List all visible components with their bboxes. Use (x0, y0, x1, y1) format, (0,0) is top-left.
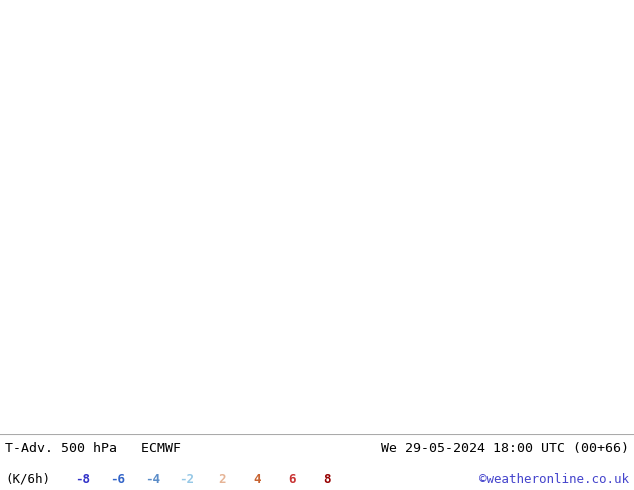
Text: 6: 6 (288, 472, 295, 486)
Text: -4: -4 (145, 472, 160, 486)
Text: 2: 2 (218, 472, 226, 486)
Text: ©weatheronline.co.uk: ©weatheronline.co.uk (479, 472, 629, 486)
Text: -8: -8 (75, 472, 90, 486)
Text: -2: -2 (179, 472, 195, 486)
Text: We 29-05-2024 18:00 UTC (00+66): We 29-05-2024 18:00 UTC (00+66) (381, 442, 629, 455)
Text: -6: -6 (110, 472, 125, 486)
Text: (K/6h): (K/6h) (5, 472, 50, 486)
Text: 8: 8 (323, 472, 330, 486)
Text: T-Adv. 500 hPa   ECMWF: T-Adv. 500 hPa ECMWF (5, 442, 181, 455)
Text: 4: 4 (253, 472, 261, 486)
